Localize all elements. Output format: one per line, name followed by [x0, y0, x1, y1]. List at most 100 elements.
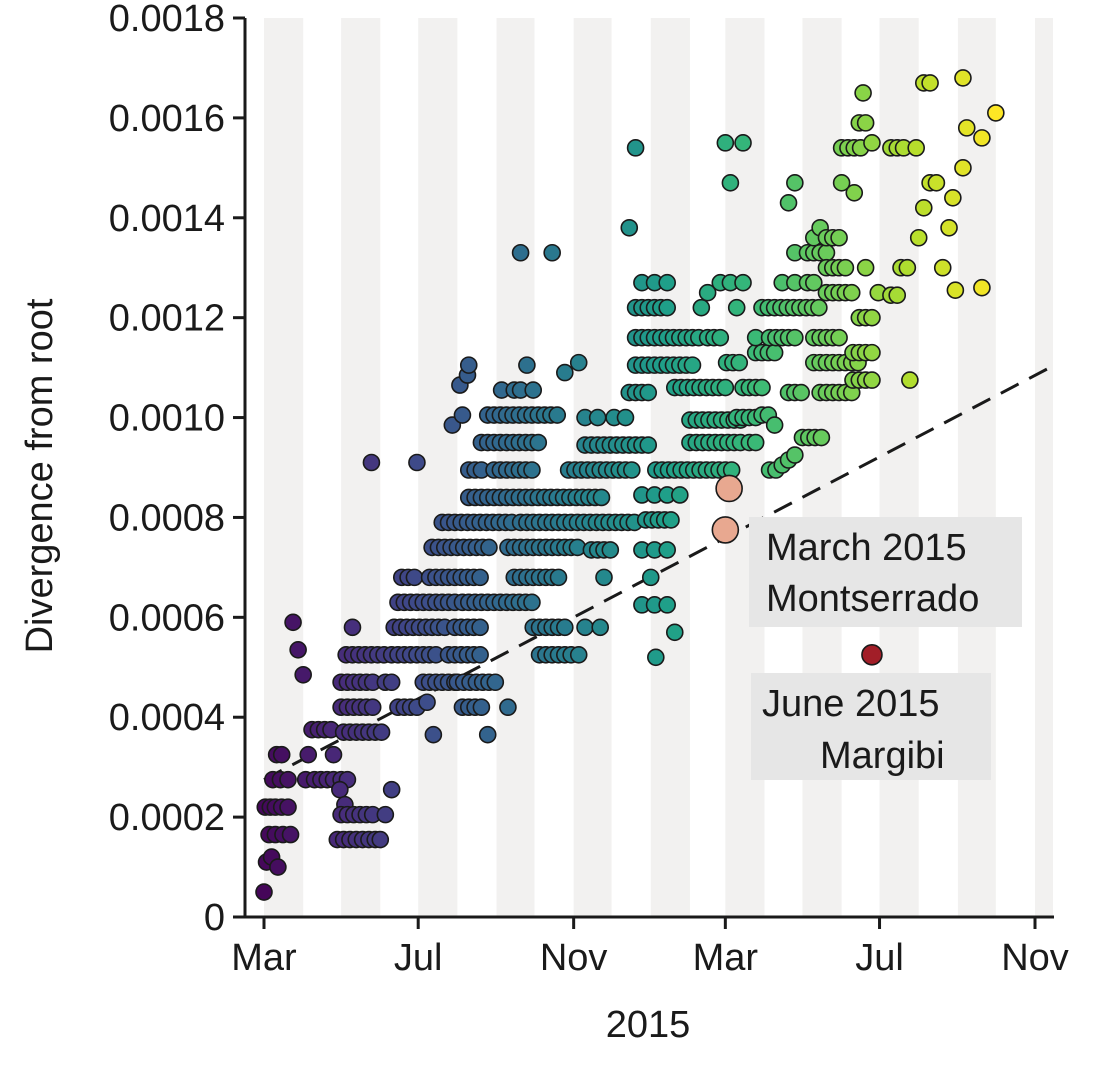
x-tick-label: Jul [394, 937, 443, 979]
data-point [279, 770, 297, 789]
data-point [284, 613, 302, 632]
data-point [405, 568, 424, 587]
data-point [746, 433, 765, 452]
y-tick-label: 0.0016 [109, 98, 225, 140]
highlight-point [861, 643, 883, 666]
data-point [549, 568, 568, 587]
data-point [524, 381, 543, 399]
data-point [671, 486, 689, 504]
data-point [255, 883, 273, 901]
data-point [845, 184, 864, 202]
data-point [623, 461, 641, 479]
data-point [786, 446, 804, 464]
data-point [863, 308, 881, 327]
annotation-line2: Margibi [820, 735, 945, 777]
data-point [523, 461, 541, 479]
data-point [812, 428, 831, 447]
data-point [647, 648, 665, 667]
data-point [662, 511, 680, 529]
y-axis-title: Divergence from root [19, 298, 61, 653]
data-point [591, 618, 610, 637]
data-point [779, 193, 798, 212]
data-point [639, 436, 658, 454]
y-tick-label: 0.0018 [109, 0, 225, 40]
data-point [933, 258, 952, 277]
data-point [343, 618, 362, 637]
data-point [927, 174, 946, 192]
data-point [363, 698, 382, 717]
data-point [698, 283, 717, 302]
data-point [269, 858, 287, 876]
data-point [658, 541, 676, 559]
data-point [616, 408, 635, 427]
data-point [548, 406, 567, 424]
axes [243, 18, 1054, 919]
y-tick-label: 0.0002 [109, 797, 225, 839]
data-point [294, 665, 312, 684]
x-axis-title: 2015 [606, 1004, 691, 1046]
data-point [408, 453, 426, 472]
month-band [264, 18, 304, 917]
data-point [472, 698, 491, 717]
data-point [471, 645, 489, 664]
data-point [372, 723, 391, 742]
month-band [957, 18, 996, 917]
x-tick-label: Mar [231, 937, 297, 979]
data-point [711, 328, 730, 347]
annotation-montserrado: March 2015 Montserrado [749, 517, 1022, 627]
annotation-box [749, 517, 1022, 627]
data-point [626, 139, 645, 157]
x-tick-label: Jul [855, 937, 904, 979]
data-point [805, 273, 823, 292]
data-point [734, 273, 752, 292]
data-point [478, 725, 497, 744]
data-point [518, 356, 536, 374]
data-point [856, 258, 875, 277]
data-point [921, 74, 939, 92]
data-point [830, 228, 848, 247]
data-point [786, 328, 804, 347]
month-band [418, 18, 458, 917]
data-point [362, 453, 381, 472]
data-point [665, 623, 684, 642]
data-point [556, 363, 574, 382]
data-point [940, 218, 958, 237]
annotation-line1: June 2015 [762, 683, 940, 725]
month-band [1035, 18, 1053, 917]
data-point [836, 258, 855, 277]
data-point [973, 129, 991, 147]
data-point [529, 433, 548, 452]
data-point [272, 745, 291, 764]
data-point [620, 218, 639, 237]
annotation-box [751, 673, 991, 780]
data-point [987, 104, 1005, 122]
data-point [721, 174, 740, 192]
data-point [863, 134, 881, 152]
data-point [832, 174, 851, 192]
data-point [569, 645, 588, 664]
data-point [898, 258, 917, 277]
data-point [973, 278, 991, 297]
y-tick-label: 0.0014 [109, 198, 225, 240]
data-point [299, 745, 318, 764]
data-point [331, 780, 349, 799]
data-point [592, 488, 611, 507]
data-point [471, 568, 489, 587]
data-point [854, 84, 872, 102]
data-point [786, 174, 804, 192]
y-tick-label: 0.0008 [109, 497, 225, 539]
data-point [734, 134, 752, 152]
data-point [944, 189, 962, 207]
data-point [595, 568, 613, 587]
data-point [957, 119, 976, 137]
x-tick-label: Nov [1001, 937, 1069, 979]
data-point [792, 383, 810, 402]
highlight-point [711, 516, 740, 544]
data-point [658, 298, 676, 317]
data-point [901, 371, 919, 389]
annotation-line2: Montserrado [766, 578, 979, 620]
data-point [730, 353, 749, 372]
data-point [453, 406, 472, 424]
data-point [830, 328, 848, 347]
